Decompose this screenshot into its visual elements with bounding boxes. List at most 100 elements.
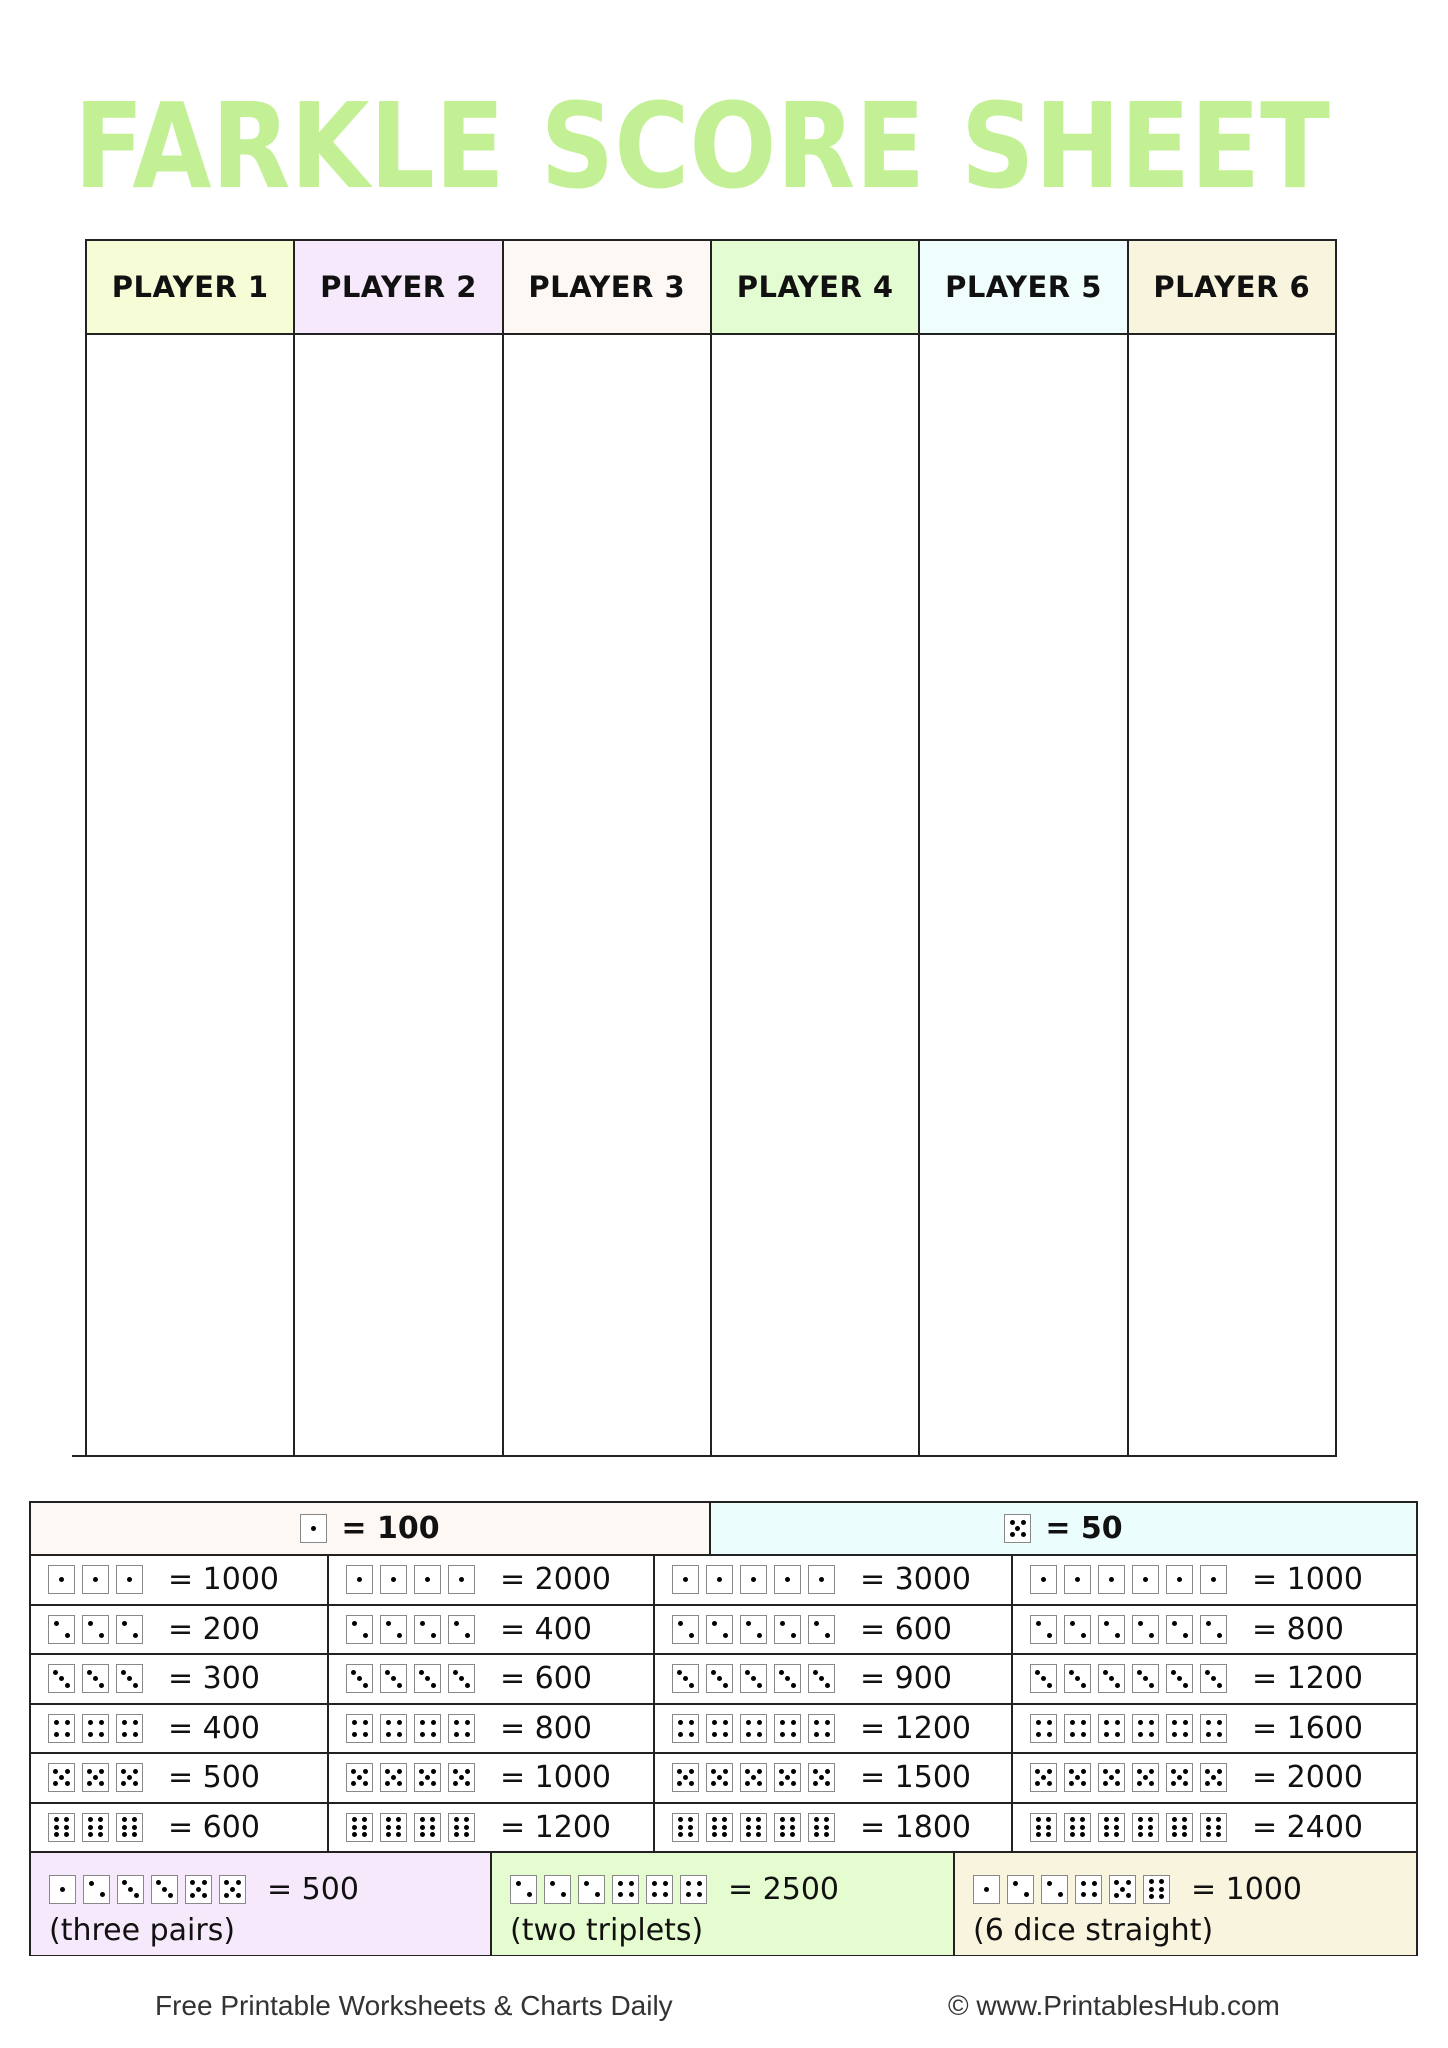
player-column: PLAYER 6 xyxy=(1128,241,1335,1457)
pip xyxy=(1114,1880,1120,1886)
die-3-icon xyxy=(1030,1664,1057,1694)
pip xyxy=(362,1731,368,1737)
pip xyxy=(93,1577,98,1583)
pip xyxy=(1080,1632,1086,1638)
die-3-icon xyxy=(82,1664,109,1694)
player-score-area[interactable] xyxy=(1129,335,1335,1457)
pip xyxy=(385,1731,391,1737)
pip xyxy=(1148,1769,1154,1775)
pip xyxy=(814,1832,819,1838)
pip xyxy=(662,1892,668,1898)
die-6-icon xyxy=(808,1812,835,1842)
pip xyxy=(1047,1683,1053,1688)
player-header: PLAYER 4 xyxy=(711,241,919,335)
pip xyxy=(688,1769,694,1775)
pip xyxy=(688,1817,693,1823)
pip xyxy=(132,1731,138,1737)
pip xyxy=(1103,1620,1109,1626)
pip xyxy=(385,1719,391,1725)
pip xyxy=(190,1880,196,1886)
pip xyxy=(352,1824,357,1830)
pip xyxy=(357,1676,362,1682)
pip xyxy=(396,1832,401,1838)
die-1-icon xyxy=(300,1514,328,1543)
player-score-area[interactable] xyxy=(87,335,293,1457)
special-dice-line: = 2500 xyxy=(510,1871,953,1907)
pip xyxy=(756,1731,762,1737)
die-2-icon xyxy=(83,1874,110,1904)
pip xyxy=(453,1620,459,1626)
pip xyxy=(357,1577,362,1583)
combo-cell: = 2000 xyxy=(1013,1754,1416,1802)
player-header: PLAYER 2 xyxy=(295,241,502,335)
player-column: PLAYER 2 xyxy=(295,241,504,1457)
combo-cell: = 2400 xyxy=(1013,1804,1416,1852)
pip xyxy=(454,1832,459,1838)
single-die-score: = 100 xyxy=(31,1503,712,1554)
pip xyxy=(1205,1620,1211,1626)
pip xyxy=(86,1669,92,1675)
pip xyxy=(122,1832,127,1838)
player-score-table: PLAYER 1 PLAYER 2 PLAYER 3 PLAYER 4 PLAYER 5… xyxy=(85,239,1337,1457)
player-score-area[interactable] xyxy=(920,335,1126,1457)
combo-cell: = 2000 xyxy=(329,1556,655,1604)
pip xyxy=(1216,1769,1222,1775)
pip xyxy=(1080,1719,1086,1725)
pip xyxy=(464,1632,470,1638)
pip xyxy=(64,1731,70,1737)
pip xyxy=(396,1781,402,1787)
die-2-icon xyxy=(48,1614,75,1644)
die-5-icon xyxy=(219,1874,246,1904)
die-6-icon xyxy=(448,1812,475,1842)
combo-cell: = 300 xyxy=(31,1655,329,1703)
pip xyxy=(132,1824,137,1830)
pip xyxy=(464,1769,470,1775)
pip xyxy=(1046,1781,1052,1787)
die-4-icon xyxy=(1200,1713,1227,1743)
pip xyxy=(819,1577,824,1583)
pip xyxy=(59,1775,64,1781)
pip xyxy=(1080,1880,1086,1886)
player-score-area[interactable] xyxy=(504,335,710,1457)
pip xyxy=(1046,1632,1052,1638)
pip xyxy=(711,1731,717,1737)
pip xyxy=(1070,1817,1075,1823)
pip xyxy=(689,1683,695,1688)
die-4-icon xyxy=(346,1713,373,1743)
pip xyxy=(464,1832,469,1838)
pip xyxy=(132,1769,138,1775)
pip xyxy=(155,1879,161,1885)
special-combo-cell: = 500 (three pairs) xyxy=(31,1853,492,1955)
pip xyxy=(790,1719,796,1725)
die-2-icon xyxy=(510,1874,537,1904)
pip xyxy=(64,1632,70,1638)
pip xyxy=(1137,1781,1143,1787)
pip xyxy=(352,1817,357,1823)
player-score-area[interactable] xyxy=(712,335,918,1457)
pip xyxy=(430,1731,436,1737)
die-4-icon xyxy=(1098,1713,1125,1743)
pip xyxy=(756,1632,762,1638)
player-score-area[interactable] xyxy=(295,335,501,1457)
pip xyxy=(1216,1731,1222,1737)
combo-cell: = 800 xyxy=(1013,1606,1416,1654)
score-value: = 1000 xyxy=(168,1562,280,1598)
die-3-icon xyxy=(1064,1664,1091,1694)
die-4-icon xyxy=(48,1713,75,1743)
pip xyxy=(1114,1632,1120,1638)
score-value: = 400 xyxy=(168,1710,260,1746)
pip xyxy=(1068,1669,1074,1675)
pip xyxy=(420,1817,425,1823)
pip xyxy=(396,1769,402,1775)
pip xyxy=(64,1769,70,1775)
pip xyxy=(813,1769,819,1775)
die-1-icon xyxy=(1098,1565,1125,1595)
score-value: = 3000 xyxy=(860,1562,972,1598)
pip xyxy=(1205,1719,1211,1725)
pip xyxy=(790,1781,796,1787)
pip xyxy=(386,1832,391,1838)
pip xyxy=(352,1832,357,1838)
die-2-icon xyxy=(1132,1614,1159,1644)
special-description: (two triplets) xyxy=(510,1913,704,1948)
combo-cell: = 600 xyxy=(31,1803,329,1851)
